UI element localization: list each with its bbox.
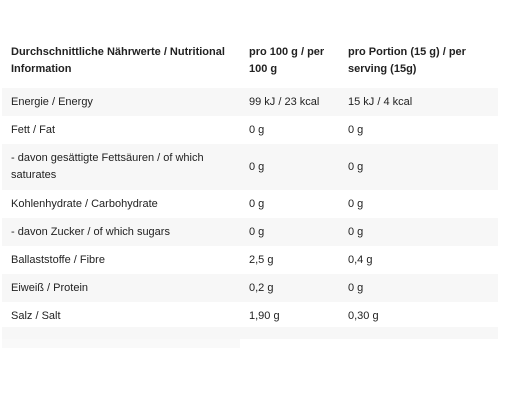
value-per-portion: 15 kJ / 4 kcal [339, 88, 498, 116]
table-footer-fade [2, 339, 240, 348]
value-per-portion: 0,4 g [339, 246, 498, 274]
nutrient-name: Eiweiß / Protein [2, 274, 240, 302]
value-per-portion: 0 g [339, 274, 498, 302]
value-per-100g: 0 g [240, 218, 339, 246]
value-per-100g: 0 g [240, 116, 339, 144]
value-per-100g: 0 g [240, 144, 339, 190]
header-row: Durchschnittliche Nährwerte / Nutritiona… [2, 34, 498, 88]
header-nutrient: Durchschnittliche Nährwerte / Nutritiona… [2, 34, 240, 88]
nutrient-name: - davon gesättigte Fettsäuren / of which… [2, 144, 240, 190]
table-row-carbohydrate: Kohlenhydrate / Carbohydrate 0 g 0 g [2, 190, 498, 218]
value-per-portion: 0 g [339, 218, 498, 246]
value-per-100g: 0,2 g [240, 274, 339, 302]
value-per-portion: 0,30 g [339, 302, 498, 330]
nutrient-name: Ballaststoffe / Fibre [2, 246, 240, 274]
header-per-portion: pro Portion (15 g) / per serving (15g) [339, 34, 498, 88]
table-row-fibre: Ballaststoffe / Fibre 2,5 g 0,4 g [2, 246, 498, 274]
nutrient-name: Energie / Energy [2, 88, 240, 116]
value-per-100g: 99 kJ / 23 kcal [240, 88, 339, 116]
value-per-portion: 0 g [339, 144, 498, 190]
nutrient-name: Salz / Salt [2, 302, 240, 330]
nutrition-table: Durchschnittliche Nährwerte / Nutritiona… [2, 34, 498, 330]
table-row-fat: Fett / Fat 0 g 0 g [2, 116, 498, 144]
value-per-100g: 1,90 g [240, 302, 339, 330]
value-per-100g: 0 g [240, 190, 339, 218]
nutrition-table-header: Durchschnittliche Nährwerte / Nutritiona… [2, 34, 498, 88]
table-row-salt: Salz / Salt 1,90 g 0,30 g [2, 302, 498, 330]
header-per-100g: pro 100 g / per 100 g [240, 34, 339, 88]
table-footer-strip [2, 327, 498, 339]
nutrient-name: Fett / Fat [2, 116, 240, 144]
nutrition-table-body: Energie / Energy 99 kJ / 23 kcal 15 kJ /… [2, 88, 498, 330]
table-row-sugars: - davon Zucker / of which sugars 0 g 0 g [2, 218, 498, 246]
table-row-saturates: - davon gesättigte Fettsäuren / of which… [2, 144, 498, 190]
nutrient-name: Kohlenhydrate / Carbohydrate [2, 190, 240, 218]
table-row-protein: Eiweiß / Protein 0,2 g 0 g [2, 274, 498, 302]
value-per-100g: 2,5 g [240, 246, 339, 274]
nutrient-name: - davon Zucker / of which sugars [2, 218, 240, 246]
table-row-energy: Energie / Energy 99 kJ / 23 kcal 15 kJ /… [2, 88, 498, 116]
value-per-portion: 0 g [339, 116, 498, 144]
value-per-portion: 0 g [339, 190, 498, 218]
